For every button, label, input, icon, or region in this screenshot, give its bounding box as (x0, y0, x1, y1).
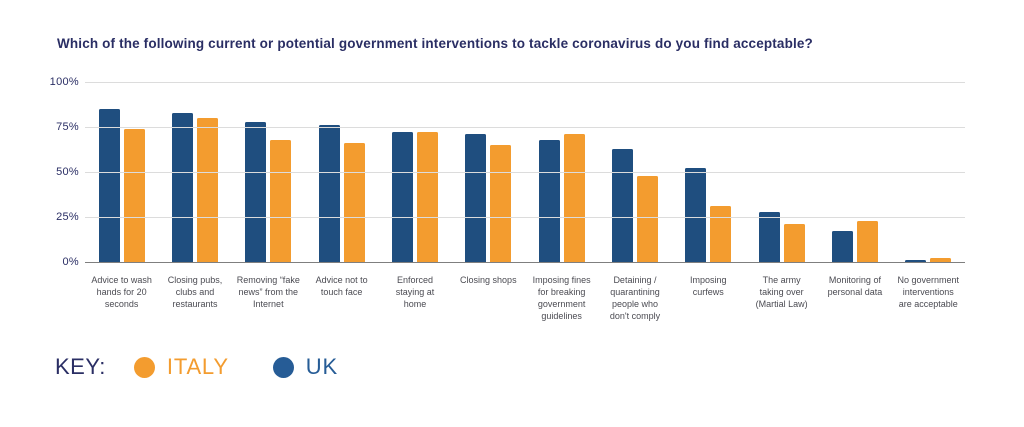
gridline (85, 82, 965, 83)
y-tick-label: 25% (56, 211, 79, 223)
bar-italy (636, 175, 658, 262)
bar-italy (416, 132, 438, 262)
y-tick-label: 50% (56, 166, 79, 178)
bar-italy (710, 206, 732, 262)
bar-uk (685, 168, 707, 262)
gridline (85, 127, 965, 128)
bar-group (158, 82, 231, 262)
bar-italy (783, 224, 805, 262)
bar-group (672, 82, 745, 262)
bar-uk (831, 231, 853, 262)
bar-uk (905, 260, 927, 262)
bar-uk (245, 121, 267, 262)
bar-italy (196, 118, 218, 262)
gridline (85, 217, 965, 218)
y-tick-label: 75% (56, 121, 79, 133)
bar-uk (98, 109, 120, 262)
legend-item-italy-label: ITALY (166, 354, 229, 379)
chart-title: Which of the following current or potent… (57, 36, 813, 51)
bar-group (745, 82, 818, 262)
bar-italy (563, 134, 585, 262)
bar-uk (171, 112, 193, 262)
italy-swatch-icon (133, 356, 155, 378)
bar-uk (538, 139, 560, 262)
bar-italy (856, 220, 878, 262)
category-label: No government interventions are acceptab… (897, 275, 960, 310)
category-label: Imposing curfews (690, 275, 727, 298)
bar-uk (611, 148, 633, 262)
legend-item-uk: UK (272, 354, 338, 380)
legend-key-label: KEY: (55, 354, 106, 379)
category-label: Enforced staying at home (395, 275, 435, 310)
plot-area (85, 82, 965, 263)
bar-italy (123, 128, 145, 262)
legend-item-uk-label: UK (305, 354, 338, 379)
bar-italy (930, 258, 952, 262)
category-label: The army taking over (Martial Law) (755, 275, 808, 310)
gridline (85, 172, 965, 173)
bar-uk (318, 125, 340, 262)
bar-group (818, 82, 891, 262)
legend-item-italy: ITALY (133, 354, 229, 380)
bar-group (525, 82, 598, 262)
category-label: Removing “fake news” from the Internet (236, 275, 300, 310)
category-label: Advice not to touch face (315, 275, 368, 298)
bar-group (232, 82, 305, 262)
bar-group (85, 82, 158, 262)
category-label: Imposing fines for breaking government g… (532, 275, 591, 322)
y-tick-label: 100% (49, 76, 79, 88)
bar-group (892, 82, 965, 262)
bar-uk (758, 211, 780, 262)
category-label: Detaining / quarantining people who don'… (609, 275, 661, 322)
y-tick-label: 0% (62, 256, 79, 268)
bar-group (598, 82, 671, 262)
legend: KEY: ITALY UK (55, 354, 338, 380)
bar-group (378, 82, 451, 262)
category-label: Closing pubs, clubs and restaurants (167, 275, 223, 310)
bar-italy (343, 143, 365, 262)
bar-italy (270, 139, 292, 262)
bar-italy (490, 145, 512, 262)
category-label: Monitoring of personal data (827, 275, 883, 298)
bar-group (452, 82, 525, 262)
uk-swatch-icon (272, 356, 294, 378)
bar-uk (391, 132, 413, 262)
bar-uk (465, 134, 487, 262)
category-label: Advice to wash hands for 20 seconds (91, 275, 152, 310)
y-axis: 100% 75% 50% 25% 0% (0, 76, 79, 268)
category-label: Closing shops (460, 275, 517, 285)
x-axis-labels: Advice to wash hands for 20 seconds Closi… (85, 274, 965, 323)
